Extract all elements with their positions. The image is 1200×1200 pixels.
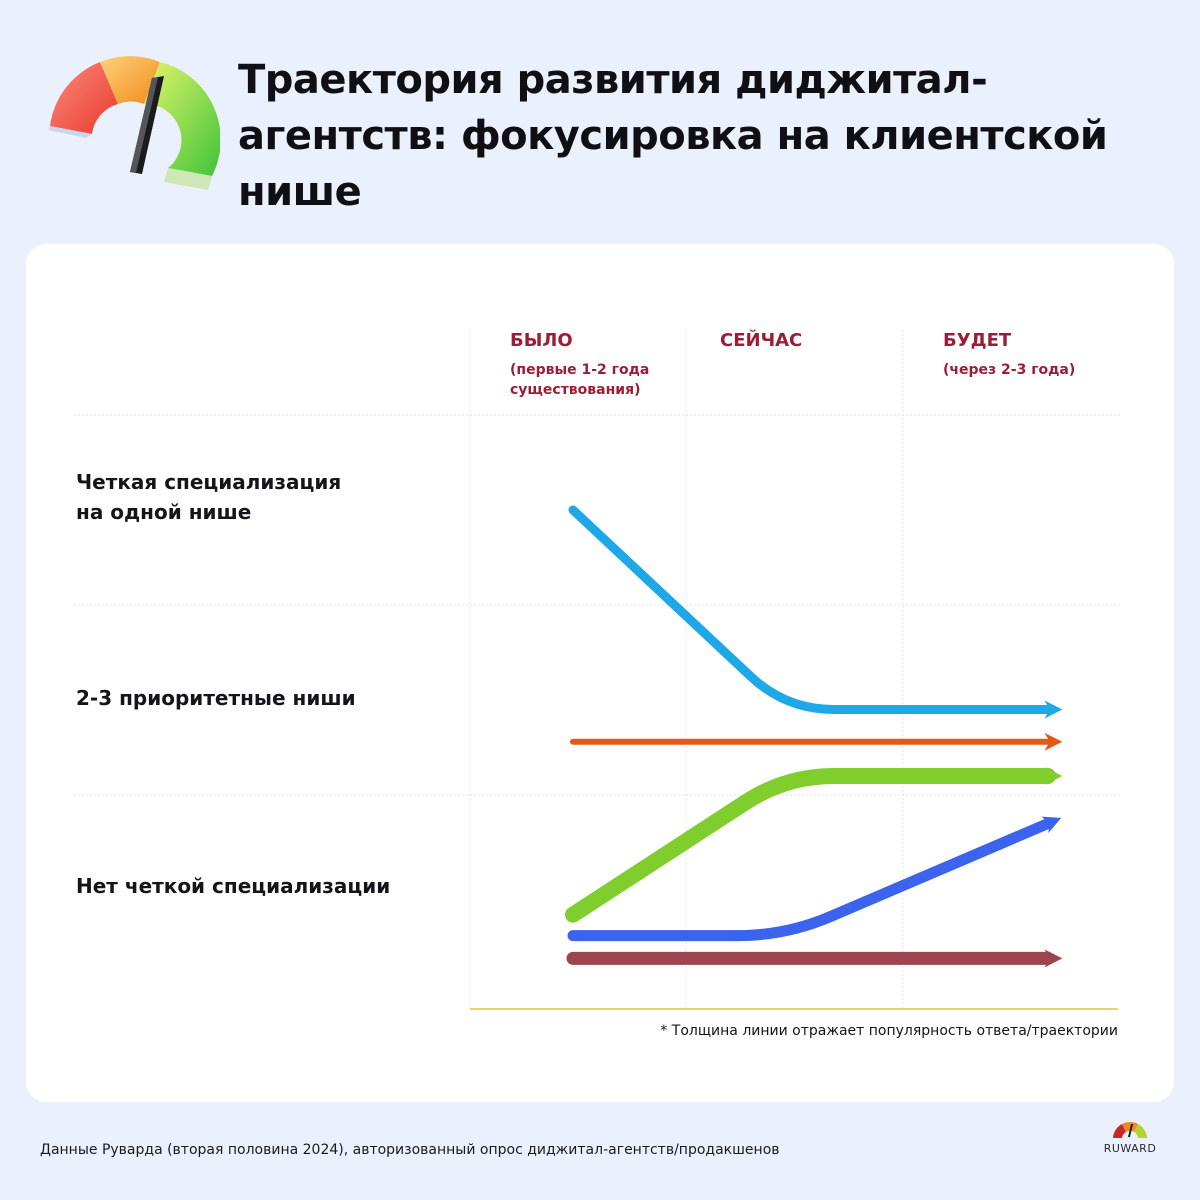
source-note: Данные Руварда (вторая половина 2024), а… (40, 1142, 780, 1158)
row-label-clear: на одной нише (76, 500, 251, 524)
column-subheader-was: существования) (510, 382, 640, 398)
row-label-none: Нет четкой специализации (76, 874, 390, 898)
brand-logo: RUWARD (1098, 1120, 1162, 1164)
brand-name: RUWARD (1103, 1142, 1157, 1155)
trajectory-chart: БЫЛО (первые 1-2 года существования) СЕЙЧАС… (74, 329, 1122, 1039)
column-subheader-was: (первые 1-2 года (510, 362, 649, 378)
trajectory-line-3 (565, 767, 1063, 923)
chart-footnote: * Толщина линии отражает популярность от… (660, 1023, 1118, 1039)
column-header-was: БЫЛО (510, 330, 573, 351)
trajectory-line-4 (567, 816, 1062, 942)
column-subheader-will: (через 2-3 года) (943, 362, 1075, 378)
gauge-icon (1113, 1122, 1147, 1138)
chart-card: БЫЛО (первые 1-2 года существования) СЕЙЧАС… (26, 244, 1174, 1102)
column-header-will: БУДЕТ (943, 330, 1012, 351)
column-header-now: СЕЙЧАС (720, 329, 802, 351)
trajectory-line-1 (568, 505, 1063, 719)
gauge-illustration-icon (48, 56, 220, 190)
row-label-clear: Четкая специализация (76, 470, 341, 494)
row-label-few: 2-3 приоритетные ниши (76, 686, 356, 710)
page-title: Траектория развития диджитал-агентств: ф… (238, 57, 1108, 215)
